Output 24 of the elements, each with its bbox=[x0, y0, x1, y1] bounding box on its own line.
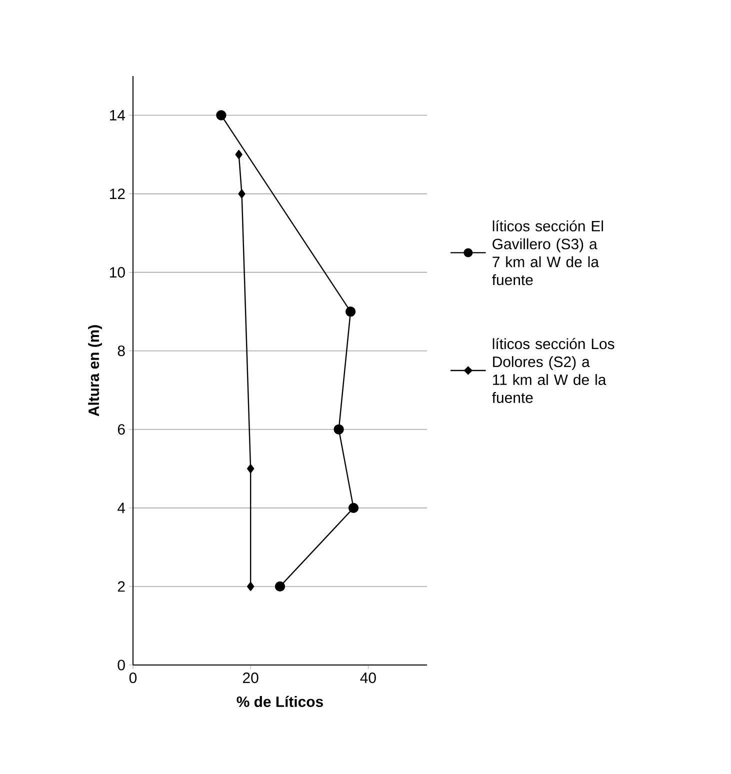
y-tick-label: 2 bbox=[118, 581, 125, 592]
x-tick-label: 0 bbox=[129, 672, 137, 684]
point bbox=[247, 464, 254, 474]
point bbox=[334, 424, 344, 434]
point bbox=[238, 189, 246, 198]
x-tick-label: 40 bbox=[360, 672, 376, 684]
point bbox=[235, 150, 242, 160]
point bbox=[348, 502, 359, 514]
y-axis-title: Altura en (m) bbox=[88, 325, 102, 416]
y-tick-label: 0 bbox=[118, 660, 125, 670]
y-tick-label: 10 bbox=[110, 267, 125, 278]
point bbox=[345, 306, 356, 317]
x-axis-title: % de Líticos bbox=[236, 696, 323, 708]
y-tick-label: 14 bbox=[110, 110, 126, 120]
point bbox=[274, 581, 286, 592]
y-tick-label: 4 bbox=[118, 502, 126, 514]
x-tick-label: 20 bbox=[243, 672, 258, 684]
y-tick-label: 8 bbox=[118, 346, 125, 356]
legend-label: líticos sección Los Dolores (S2) a 11 km al W de la fuente bbox=[492, 338, 614, 403]
point bbox=[216, 110, 226, 120]
y-tick-label: 12 bbox=[110, 188, 125, 200]
legend-label: líticos sección El Gavillero (S3) a 7 km al W de la fuente bbox=[492, 220, 603, 286]
y-tick-label: 6 bbox=[118, 424, 125, 435]
point bbox=[247, 582, 254, 592]
